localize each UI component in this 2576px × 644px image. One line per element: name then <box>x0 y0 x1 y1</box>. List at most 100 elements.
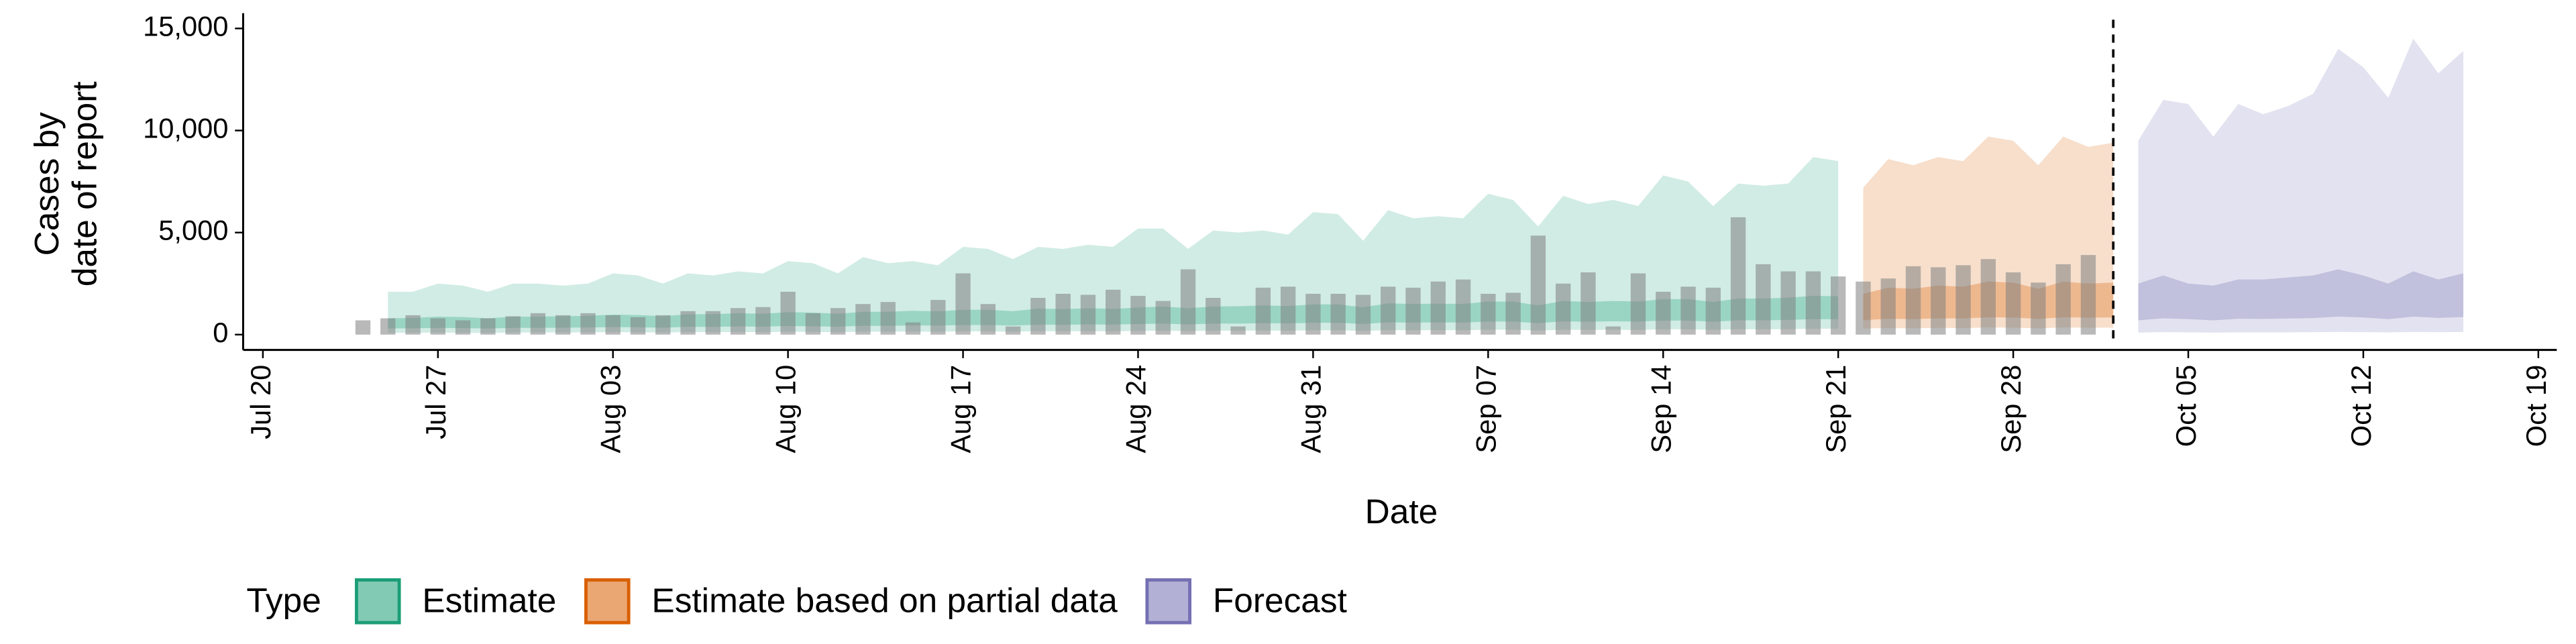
bar <box>1730 217 1746 335</box>
y-axis-title: date of report <box>64 81 103 286</box>
bar <box>1205 298 1221 335</box>
x-tick-label: Aug 17 <box>945 365 977 453</box>
x-tick-label: Sep 21 <box>1820 365 1851 453</box>
y-tick-label: 10,000 <box>143 113 228 144</box>
bar <box>880 302 896 335</box>
y-axis-title: Cases by <box>27 112 66 256</box>
bar <box>1106 289 1121 335</box>
bar <box>730 308 746 335</box>
legend-title: Type <box>246 580 321 619</box>
bar <box>1605 326 1621 335</box>
bar <box>1780 271 1796 335</box>
bar <box>2005 272 2021 335</box>
bar <box>1381 286 1396 335</box>
legend-key <box>1145 578 1192 625</box>
bar <box>1330 293 1346 335</box>
bar <box>605 315 621 335</box>
bar <box>1905 266 1921 335</box>
ribbon <box>388 157 1839 333</box>
bar <box>1280 286 1296 335</box>
bar <box>505 316 521 335</box>
bar <box>1505 292 1521 335</box>
y-tick-label: 0 <box>213 317 228 348</box>
bar <box>1955 265 1971 335</box>
bar <box>580 313 596 335</box>
x-tick-label: Aug 10 <box>770 365 802 453</box>
ribbon <box>2138 38 2464 333</box>
bar <box>1180 269 1196 335</box>
bar <box>405 315 421 335</box>
bar <box>855 304 871 335</box>
x-tick-label: Sep 14 <box>1645 365 1676 453</box>
bar <box>380 318 396 335</box>
y-tick-label: 5,000 <box>158 215 228 246</box>
bar <box>530 313 546 335</box>
bar <box>1656 291 1671 335</box>
ribbon <box>1863 136 2114 329</box>
x-tick-label: Oct 12 <box>2345 365 2377 447</box>
legend-key <box>584 578 631 625</box>
bar <box>655 315 671 335</box>
x-tick-label: Jul 27 <box>420 365 451 439</box>
bar <box>1355 294 1371 335</box>
bar <box>1455 279 1471 335</box>
bar <box>1856 281 1871 335</box>
bar <box>630 317 646 335</box>
bar <box>680 311 696 335</box>
x-tick-label: Sep 28 <box>1995 365 2027 453</box>
bar <box>430 318 445 335</box>
bar <box>1130 296 1146 335</box>
bar <box>955 273 971 335</box>
legend-label: Estimate based on partial data <box>651 580 1118 619</box>
x-tick-label: Aug 03 <box>595 365 627 453</box>
bar <box>905 322 921 335</box>
bar <box>1230 326 1246 335</box>
bar <box>1980 259 1996 335</box>
ribbon <box>2138 269 2464 321</box>
bar <box>1005 326 1021 335</box>
bar <box>2080 255 2096 335</box>
bar <box>1430 281 1446 335</box>
bar <box>705 311 721 335</box>
bar <box>1055 293 1071 335</box>
bar <box>805 313 821 335</box>
legend-label: Estimate <box>422 580 556 619</box>
y-tick-label: 15,000 <box>143 10 228 42</box>
bar <box>355 320 371 335</box>
bar <box>980 304 996 335</box>
bar <box>1481 293 1496 335</box>
bar <box>480 318 496 335</box>
x-tick-label: Oct 19 <box>2520 365 2552 447</box>
legend-key <box>354 578 401 625</box>
bar <box>1756 264 1771 335</box>
bar <box>1080 294 1096 335</box>
bar <box>1931 267 1946 335</box>
bar <box>1030 298 1046 335</box>
bar <box>780 291 796 335</box>
bar <box>1880 278 1896 335</box>
bar <box>1705 287 1721 335</box>
x-tick-label: Jul 20 <box>245 365 276 439</box>
bar <box>1630 273 1646 335</box>
bar <box>1155 301 1171 335</box>
bar <box>930 300 946 335</box>
bar <box>1305 293 1321 335</box>
bar <box>1405 287 1421 335</box>
bar <box>755 307 771 335</box>
bar <box>555 315 571 335</box>
bar <box>455 320 471 335</box>
bar <box>1805 271 1821 335</box>
x-tick-label: Aug 31 <box>1295 365 1326 453</box>
bar <box>1255 287 1271 335</box>
x-tick-label: Aug 24 <box>1120 365 1151 453</box>
bar <box>830 308 846 335</box>
bar <box>2031 282 2046 335</box>
bar <box>1555 283 1571 335</box>
x-tick-label: Oct 05 <box>2170 365 2202 447</box>
bar <box>1530 235 1546 335</box>
bar <box>2055 264 2071 335</box>
x-tick-label: Sep 07 <box>1470 365 1501 453</box>
bar <box>1830 276 1846 335</box>
